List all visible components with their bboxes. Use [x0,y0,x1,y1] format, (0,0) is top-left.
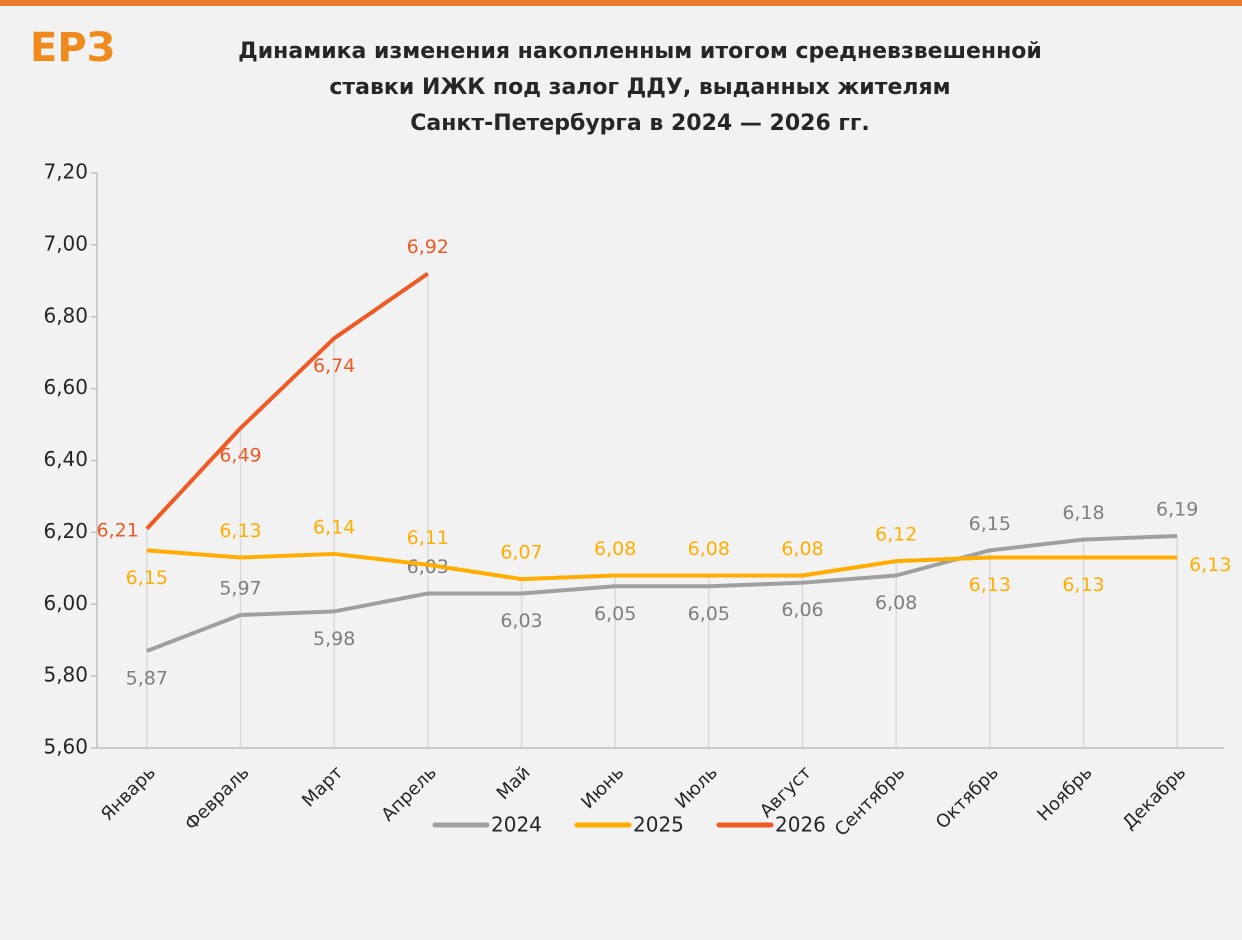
data-label: 6,14 [313,516,355,538]
chart-title: Санкт-Петербурга в 2024 — 2026 гг. [410,111,870,136]
data-label: 6,49 [219,445,261,467]
y-tick-label: 6,20 [43,519,88,543]
series-line [146,533,1178,653]
y-tick-label: 7,20 [43,160,88,184]
data-label: 5,98 [313,628,355,650]
data-label: 5,87 [126,667,168,689]
logo: ЕРЗ [30,25,115,71]
data-label: 6,13 [1189,554,1231,576]
chart-title: Динамика изменения накопленным итогом ср… [238,39,1042,64]
data-label: 6,13 [219,520,261,542]
data-label: 6,08 [594,538,636,560]
data-label: 6,06 [781,599,823,621]
y-tick-label: 5,80 [43,663,88,687]
data-label: 6,74 [313,355,355,377]
series-line [145,271,429,531]
y-tick-label: 6,00 [43,591,88,615]
series-line [146,548,1178,582]
data-label: 6,07 [500,542,542,564]
y-tick-label: 6,80 [43,303,88,327]
chart-title: ставки ИЖК под залог ДДУ, выданных жител… [329,75,950,100]
data-label: 6,03 [407,556,449,578]
data-label: 6,92 [407,236,449,258]
data-label: 6,15 [969,513,1011,535]
y-tick-label: 6,60 [43,375,88,399]
legend-label: 2024 [491,813,542,837]
top-bar [0,0,1242,6]
data-label: 6,08 [688,538,730,560]
data-label: 6,05 [688,603,730,625]
data-label: 6,18 [1062,502,1104,524]
y-tick-label: 6,40 [43,447,88,471]
data-label: 6,05 [594,603,636,625]
data-label: 6,11 [407,527,449,549]
data-label: 6,15 [126,567,168,589]
legend-label: 2026 [775,813,826,837]
legend-label: 2025 [633,813,684,837]
data-label: 6,03 [500,610,542,632]
y-tick-label: 5,60 [43,735,88,759]
data-label: 6,08 [875,592,917,614]
data-label: 6,13 [1062,574,1104,596]
y-tick-label: 7,00 [43,231,88,255]
data-label: 6,08 [781,538,823,560]
data-label: 5,97 [219,578,261,600]
data-label: 6,21 [97,519,139,541]
data-label: 6,12 [875,524,917,546]
data-label: 6,19 [1156,498,1198,520]
data-label: 6,13 [969,574,1011,596]
